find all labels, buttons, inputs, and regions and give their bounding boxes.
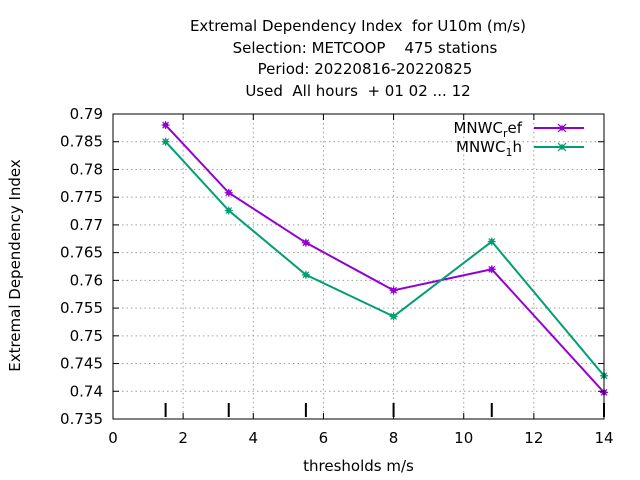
- threshold-marks: [164, 403, 605, 417]
- y-tick-label: 0.77: [70, 216, 103, 234]
- data-point: [161, 121, 170, 130]
- y-tick-label: 0.785: [60, 133, 103, 151]
- data-point: [389, 286, 398, 295]
- data-point-bar-d2: [488, 265, 496, 273]
- data-point: [487, 237, 496, 246]
- y-tick-label: 0.74: [70, 382, 103, 400]
- legend-label: MNWC1h: [456, 138, 522, 159]
- legend-item-2: MNWC1h: [456, 138, 584, 159]
- y-tick-label: 0.735: [60, 410, 103, 428]
- data-point-bar-d2: [225, 207, 233, 214]
- y-tick-label: 0.755: [60, 299, 103, 317]
- data-point-bar-d2: [488, 238, 496, 245]
- x-tick-label: 2: [178, 429, 188, 447]
- x-axis-label: thresholds m/s: [303, 457, 414, 475]
- data-point-bar-d2: [162, 138, 170, 146]
- y-tick-label: 0.79: [70, 105, 103, 123]
- data-point-bar-d2: [162, 121, 170, 129]
- data-point-bar-d2: [390, 312, 397, 320]
- chart-title-line-1: Extremal Dependency Index for U10m (m/s): [189, 17, 527, 35]
- data-point-bar-d2: [390, 286, 397, 294]
- data-point-bar-d2: [302, 239, 310, 247]
- y-tick-label: 0.78: [70, 160, 103, 178]
- x-tick-label: 8: [389, 429, 399, 447]
- data-point-bar-d2: [225, 189, 233, 197]
- y-tick-label: 0.75: [70, 327, 103, 345]
- data-point: [389, 312, 398, 321]
- chart-title-line-4: Used All hours + 01 02 ... 12: [245, 81, 471, 100]
- legend-label-base: MNWC: [456, 138, 505, 156]
- data-point: [161, 137, 170, 146]
- legend-label: MNWCref: [453, 119, 522, 140]
- y-axis-label: Extremal Dependency Index: [6, 159, 24, 372]
- data-point-bar-d2: [302, 271, 310, 279]
- plot-frame: [112, 113, 605, 420]
- x-tick-label: 12: [524, 429, 543, 447]
- legend-item-1: MNWCref: [453, 119, 584, 140]
- y-tick-label: 0.775: [60, 188, 103, 206]
- x-tick-label: 6: [319, 429, 329, 447]
- x-tick-label: 14: [594, 429, 613, 447]
- y-tick-label: 0.76: [70, 271, 103, 289]
- data-point: [224, 206, 233, 215]
- y-tick-label: 0.765: [60, 244, 103, 262]
- legend-label-subscript: 1: [505, 146, 512, 159]
- data-point: [301, 270, 310, 279]
- series-line-1: [164, 124, 605, 394]
- legend-marker-d2: [557, 123, 567, 133]
- x-tick-label: 10: [454, 429, 473, 447]
- chart-title: Extremal Dependency Index for U10m (m/s)…: [0, 16, 640, 102]
- grid-lines: [113, 114, 604, 419]
- y-tick-label: 0.745: [60, 355, 103, 373]
- axis-ticks: 0 2 4 6 8 10 12 14 0.735 0.74 0.745 0.75 0.755 0.76 0.…: [60, 105, 614, 447]
- x-tick-label: 0: [108, 429, 118, 447]
- series-line-2: [164, 141, 605, 377]
- data-point: [487, 265, 496, 274]
- legend-label-subscript: r: [503, 127, 508, 140]
- legend-label-rest: ef: [507, 119, 522, 137]
- chart-title-line-2: Selection: METCOOP 475 stations: [232, 38, 498, 57]
- chart-title-line-3: Period: 20220816-20220825: [257, 60, 473, 78]
- x-tick-label: 4: [249, 429, 259, 447]
- data-point: [301, 238, 310, 247]
- legend-label-base: MNWC: [453, 119, 502, 137]
- data-point: [224, 188, 233, 197]
- legend-label-rest: h: [512, 138, 522, 156]
- series-lines: [161, 121, 608, 397]
- legend-marker-d2: [557, 142, 567, 152]
